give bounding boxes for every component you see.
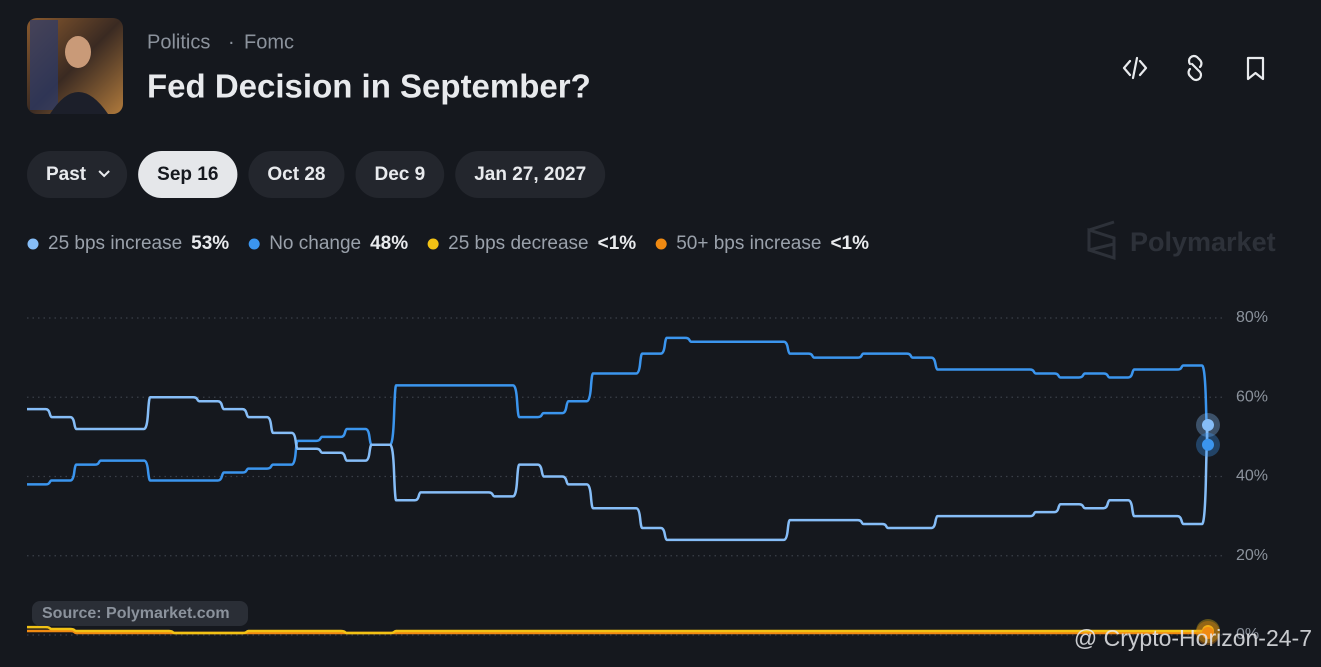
link-icon[interactable]: [1187, 54, 1203, 82]
tab[interactable]: Sep 16: [138, 151, 238, 198]
tab-label[interactable]: Jan 27, 2027: [474, 164, 586, 185]
watermark: @ Crypto-Horizon-24-7: [1074, 625, 1312, 651]
tab-background[interactable]: [138, 151, 238, 198]
brand-name: Polymarket: [1130, 227, 1276, 257]
series-line: [27, 396, 1210, 542]
tab-background[interactable]: [27, 151, 128, 198]
legend-value: 53%: [191, 233, 229, 254]
legend-name: 25 bps decrease: [448, 233, 589, 254]
market-title: Fed Decision in September?: [147, 68, 591, 105]
legend-dot: [427, 238, 439, 250]
legend-dot: [248, 238, 260, 250]
y-tick-label: 20%: [1236, 547, 1268, 564]
legend-name: 25 bps increase: [48, 233, 182, 254]
tab[interactable]: Oct 28: [248, 151, 345, 198]
legend-value: <1%: [598, 233, 637, 254]
subcategory[interactable]: Fomc: [244, 31, 294, 53]
tab-label[interactable]: Sep 16: [157, 164, 218, 185]
brand-logo: [1087, 220, 1116, 261]
embed-icon[interactable]: [1122, 56, 1148, 80]
tab-background[interactable]: [248, 151, 345, 198]
y-tick-label: 60%: [1236, 388, 1268, 405]
source: Source: Polymarket.com: [42, 605, 230, 622]
series-line: [27, 336, 1210, 486]
tab-label[interactable]: Past: [46, 164, 87, 185]
tab-label[interactable]: Oct 28: [267, 164, 325, 185]
dropdown-chevron[interactable]: [98, 170, 110, 178]
y-tick-label: 0%: [1236, 626, 1259, 643]
tab-background[interactable]: [455, 151, 606, 198]
tab[interactable]: Dec 9: [355, 151, 445, 198]
category[interactable]: Politics: [147, 31, 210, 53]
legend-value: 48%: [370, 233, 408, 254]
current-point: [1202, 627, 1214, 640]
y-tick-label: 80%: [1236, 309, 1268, 326]
tab-label[interactable]: Dec 9: [375, 164, 426, 185]
thumbnail-flag: [30, 20, 58, 110]
tab-background[interactable]: [355, 151, 445, 198]
bookmark-icon[interactable]: [1246, 56, 1265, 81]
legend-dot: [27, 238, 39, 250]
legend-dot: [655, 238, 667, 250]
series-line: [27, 625, 1208, 635]
separator: ·: [228, 31, 235, 53]
source-badge: [32, 601, 248, 626]
legend-value: <1%: [830, 233, 869, 254]
current-point: [1202, 418, 1214, 431]
thumbnail-suit: [50, 92, 108, 114]
brand-watermark: Polymarket: [1087, 220, 1276, 261]
tab[interactable]: Past: [27, 151, 128, 198]
tab[interactable]: Jan 27, 2027: [455, 151, 606, 198]
current-point: [1202, 438, 1214, 451]
thumbnail-face: [65, 36, 91, 68]
legend-name: No change: [269, 233, 361, 254]
legend-name: 50+ bps increase: [676, 233, 821, 254]
y-tick-label: 40%: [1236, 468, 1268, 485]
